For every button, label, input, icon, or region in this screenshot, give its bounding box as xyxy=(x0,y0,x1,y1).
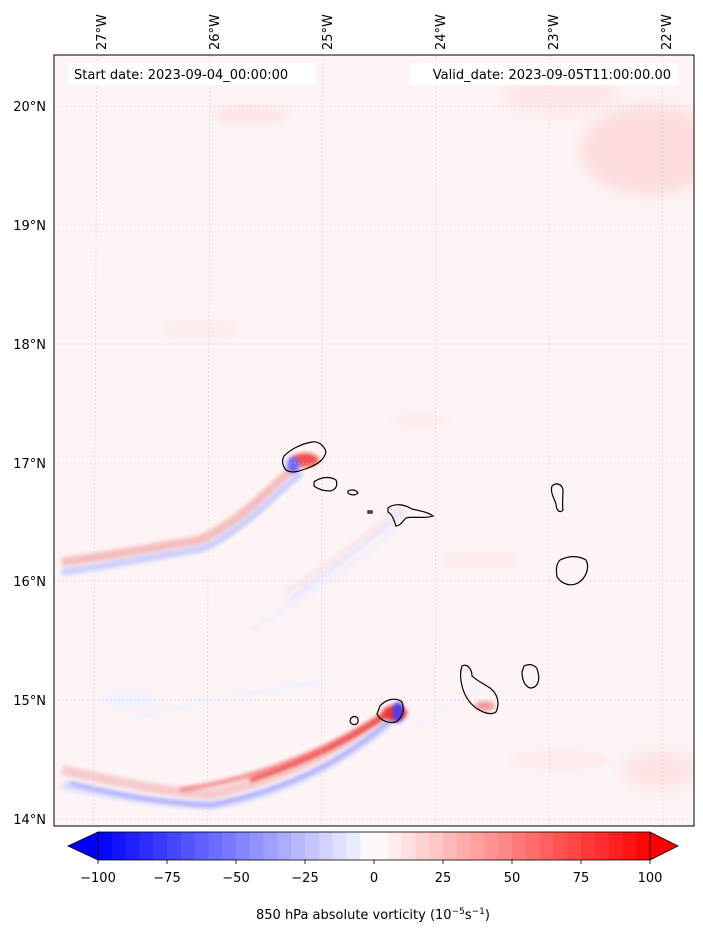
colorbar-segment xyxy=(581,832,596,860)
lat-label: 16°N xyxy=(13,575,46,590)
colorbar: −100 −75 −50 −25 0 25 50 75 100 850 hPa absolute… xyxy=(67,831,679,923)
colorbar-segment xyxy=(539,832,554,860)
colorbar-tick-label: −100 xyxy=(80,871,116,886)
colorbar-segment xyxy=(139,832,154,860)
lon-label: 26°W xyxy=(208,14,223,50)
colorbar-segment xyxy=(374,832,389,860)
colorbar-segment xyxy=(194,832,209,860)
colorbar-segment xyxy=(608,832,623,860)
colorbar-segment xyxy=(553,832,568,860)
lat-label: 20°N xyxy=(13,100,46,115)
lat-label: 19°N xyxy=(13,219,46,234)
island-fogo xyxy=(376,698,404,724)
lat-label: 14°N xyxy=(13,813,46,828)
colorbar-segment xyxy=(401,832,416,860)
map-frame xyxy=(53,54,695,827)
colorbar-segment xyxy=(512,832,527,860)
colorbar-segment xyxy=(153,832,168,860)
colorbar-segment xyxy=(125,832,140,860)
colorbar-segment xyxy=(594,832,610,860)
colorbar-segment xyxy=(456,832,472,860)
lon-label: 24°W xyxy=(434,14,449,50)
colorbar-segment xyxy=(443,832,458,860)
valid-date-box xyxy=(410,63,678,85)
northern-wake xyxy=(61,453,407,632)
colorbar-segment xyxy=(167,832,182,860)
colorbar-segment xyxy=(277,832,292,860)
island-sao-vicente xyxy=(313,476,338,492)
island-sao-nicolau xyxy=(387,504,435,527)
colorbar-segment xyxy=(222,832,237,860)
colorbar-segment xyxy=(484,832,499,860)
island-sal xyxy=(550,483,564,513)
coastlines xyxy=(282,441,589,726)
island-maio xyxy=(521,664,540,689)
colorbar-segment xyxy=(498,832,513,860)
colorbar-segment xyxy=(470,832,485,860)
lat-label: 15°N xyxy=(13,694,46,709)
island-boa-vista xyxy=(555,556,589,586)
colorbar-segments xyxy=(98,832,651,860)
colorbar-segment xyxy=(208,832,223,860)
colorbar-ticks: −100 −75 −50 −25 0 25 50 75 100 xyxy=(80,860,662,886)
map-panel: Start date: 2023-09-04_00:00:00 Valid_da… xyxy=(53,54,695,827)
colorbar-tick-label: 0 xyxy=(370,871,378,886)
colorbar-segment xyxy=(249,832,265,860)
colorbar-tick-label: −25 xyxy=(291,871,318,886)
colorbar-tick-label: 50 xyxy=(504,871,521,886)
colorbar-segment xyxy=(291,832,306,860)
lon-label: 22°W xyxy=(660,14,675,50)
colorbar-extend-min xyxy=(67,831,99,861)
colorbar-segment xyxy=(180,832,196,860)
longitude-labels: 27°W 26°W 25°W 24°W 23°W 22°W xyxy=(95,14,675,50)
island-santa-luzia xyxy=(347,489,359,496)
colorbar-segment xyxy=(525,832,541,860)
gridlines xyxy=(54,54,694,827)
island-branco xyxy=(367,510,373,514)
map-background xyxy=(54,55,694,826)
lon-label: 27°W xyxy=(95,14,110,50)
southern-wake xyxy=(60,678,495,811)
colorbar-segment xyxy=(111,832,127,860)
colorbar-label: 850 hPa absolute vorticity (10−5s−1) xyxy=(256,907,490,923)
colorbar-segment xyxy=(263,832,278,860)
colorbar-segment xyxy=(318,832,334,860)
colorbar-segment xyxy=(429,832,444,860)
colorbar-segment xyxy=(360,832,375,860)
colorbar-segment xyxy=(567,832,582,860)
colorbar-segment xyxy=(346,832,361,860)
colorbar-segment xyxy=(636,832,651,860)
colorbar-tick-label: 75 xyxy=(573,871,590,886)
island-santo-antao xyxy=(282,441,327,473)
start-date-text: Start date: 2023-09-04_00:00:00 xyxy=(74,68,288,83)
colorbar-segment xyxy=(332,832,347,860)
colorbar-tick-label: −50 xyxy=(222,871,249,886)
colorbar-segment xyxy=(305,832,320,860)
colorbar-segment xyxy=(622,832,637,860)
lon-label: 25°W xyxy=(321,14,336,50)
colorbar-segment xyxy=(387,832,403,860)
island-santiago xyxy=(459,664,499,715)
lat-label: 17°N xyxy=(13,457,46,472)
colorbar-tick-label: 100 xyxy=(638,871,663,886)
valid-date-text: Valid_date: 2023-09-05T11:00:00.00 xyxy=(433,68,671,83)
colorbar-segment xyxy=(415,832,430,860)
colorbar-segment xyxy=(236,832,251,860)
colorbar-tick-label: 25 xyxy=(435,871,452,886)
lon-label: 23°W xyxy=(547,14,562,50)
lat-label: 18°N xyxy=(13,338,46,353)
colorbar-extend-max xyxy=(649,831,679,861)
colorbar-segment xyxy=(98,832,113,860)
colorbar-tick-label: −75 xyxy=(153,871,180,886)
start-date-box xyxy=(68,63,316,85)
latitude-labels: 20°N 19°N 18°N 17°N 16°N 15°N 14°N xyxy=(13,100,46,828)
island-brava xyxy=(349,716,359,726)
